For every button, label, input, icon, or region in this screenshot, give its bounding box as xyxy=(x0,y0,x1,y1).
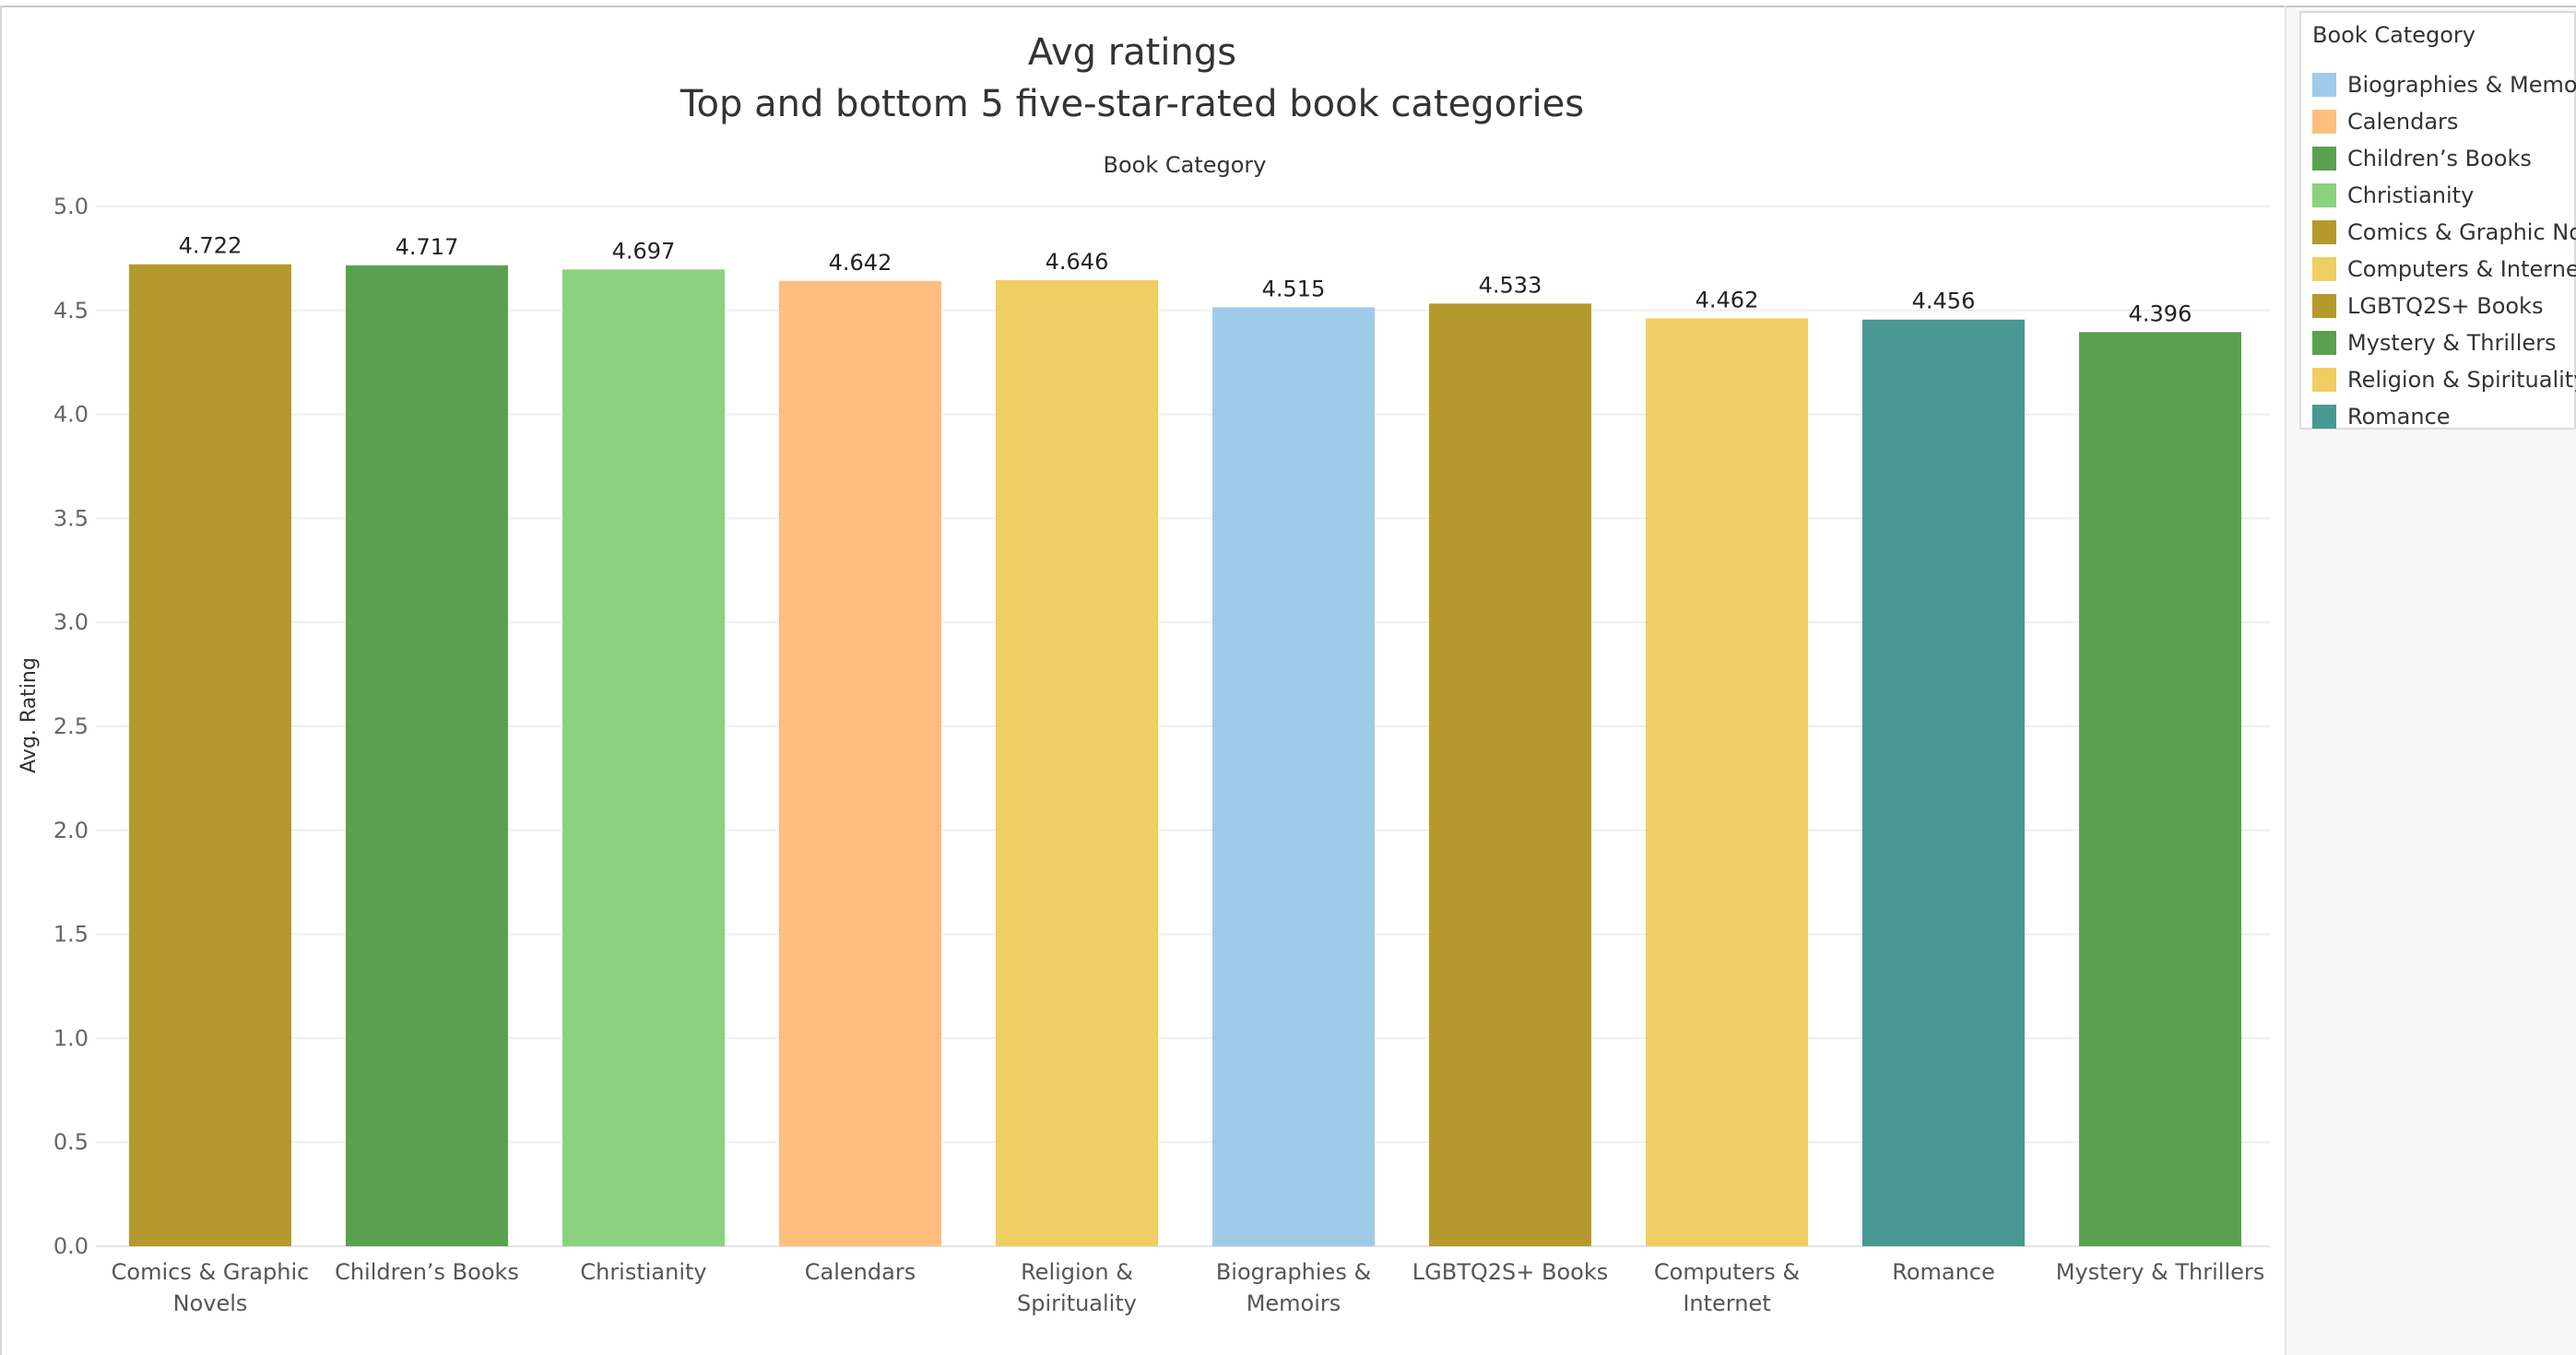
legend-label: Computers & Internet xyxy=(2347,256,2576,282)
category-label: Novels xyxy=(173,1290,248,1316)
bar xyxy=(1212,307,1375,1246)
category-label: Spirituality xyxy=(1017,1290,1137,1316)
y-tick-label: 3.0 xyxy=(53,609,89,635)
data-label: 4.456 xyxy=(1912,289,1976,314)
legend-swatch xyxy=(2312,331,2336,355)
legend-item[interactable]: Comics & Graphic No.. xyxy=(2312,214,2576,251)
data-label: 4.462 xyxy=(1696,287,1759,312)
y-tick-label: 4.5 xyxy=(53,298,89,324)
y-tick-label: 4.0 xyxy=(53,402,89,428)
category-labels: Comics & Graphic Novels Children’s Books Ch… xyxy=(112,1259,2265,1316)
chart-svg: Avg ratings Top and bottom 5 five-star-r… xyxy=(18,31,2270,1316)
left-border xyxy=(0,6,2,1355)
legend-item[interactable]: Christianity xyxy=(2312,177,2576,214)
legend-label: LGBTQ2S+ Books xyxy=(2347,293,2544,319)
legend-item[interactable]: Religion & Spirituality xyxy=(2312,361,2576,398)
category-label: Religion & xyxy=(1021,1259,1133,1285)
y-tick-label: 1.5 xyxy=(53,922,89,948)
data-label: 4.533 xyxy=(1479,272,1542,298)
legend-item[interactable]: Biographies & Memo.. xyxy=(2312,66,2576,103)
category-label: Internet xyxy=(1683,1290,1770,1316)
legend-label: Religion & Spirituality xyxy=(2347,367,2576,393)
legend-swatch xyxy=(2312,110,2336,134)
y-tick-label: 1.0 xyxy=(53,1025,89,1051)
y-tick-label: 0.0 xyxy=(53,1233,89,1259)
bar xyxy=(129,264,291,1246)
legend-label: Biographies & Memo.. xyxy=(2347,72,2576,98)
category-label: Mystery & Thrillers xyxy=(2056,1259,2265,1285)
legend-swatch xyxy=(2312,220,2336,244)
bar xyxy=(562,269,725,1246)
legend-label: Mystery & Thrillers xyxy=(2347,330,2557,356)
category-label: Christianity xyxy=(580,1259,706,1285)
legend-swatch xyxy=(2312,294,2336,318)
y-tick-label: 2.0 xyxy=(53,818,89,843)
legend-label: Christianity xyxy=(2347,183,2475,208)
legend-title: Book Category xyxy=(2312,22,2476,48)
bar xyxy=(346,265,508,1247)
bar-chart: Avg ratings Top and bottom 5 five-star-r… xyxy=(18,31,2270,1316)
category-label: Children’s Books xyxy=(335,1259,519,1285)
bar xyxy=(996,279,1158,1246)
y-tick-label: 5.0 xyxy=(53,194,89,219)
bar xyxy=(1862,319,2025,1246)
category-label: Computers & xyxy=(1654,1259,1800,1285)
bars xyxy=(129,264,2241,1247)
legend-item[interactable]: Computers & Internet xyxy=(2312,251,2576,288)
panel-divider xyxy=(2285,6,2286,1355)
legend-swatch xyxy=(2312,257,2336,281)
legend-swatch xyxy=(2312,73,2336,97)
y-axis-label: Avg. Rating xyxy=(18,657,41,773)
legend-items: Biographies & Memo.. Calendars Children’s … xyxy=(2312,66,2576,435)
legend-item[interactable]: Mystery & Thrillers xyxy=(2312,324,2576,361)
data-label: 4.515 xyxy=(1262,276,1326,301)
data-label: 4.717 xyxy=(396,234,459,260)
y-tick-label: 2.5 xyxy=(53,713,89,739)
category-label: Biographies & xyxy=(1216,1259,1371,1285)
y-tick-label: 3.5 xyxy=(53,505,89,531)
legend: Book Category Biographies & Memo.. Calend… xyxy=(2299,11,2576,430)
legend-swatch xyxy=(2312,147,2336,171)
bar xyxy=(1646,318,1808,1246)
bar xyxy=(779,280,941,1247)
legend-label: Comics & Graphic No.. xyxy=(2347,219,2576,245)
data-label: 4.396 xyxy=(2129,300,2192,326)
category-label: LGBTQ2S+ Books xyxy=(1412,1259,1608,1285)
category-label: Memoirs xyxy=(1247,1290,1341,1316)
data-labels: 4.722 4.717 4.697 4.642 4.646 4.515 4.533 4.462… xyxy=(179,233,2192,327)
legend-label: Calendars xyxy=(2347,109,2459,135)
legend-item[interactable]: Romance xyxy=(2312,398,2576,435)
chart-title: Avg ratings xyxy=(1028,31,1236,74)
legend-item[interactable]: Children’s Books xyxy=(2312,140,2576,177)
legend-swatch xyxy=(2312,183,2336,207)
category-label: Romance xyxy=(1892,1259,1995,1285)
x-axis-header: Book Category xyxy=(1104,152,1267,178)
data-label: 4.642 xyxy=(829,250,892,276)
legend-swatch xyxy=(2312,368,2336,392)
top-border xyxy=(0,6,2576,7)
legend-swatch xyxy=(2312,405,2336,429)
data-label: 4.722 xyxy=(179,233,242,259)
y-tick-label: 0.5 xyxy=(53,1129,89,1155)
legend-label: Romance xyxy=(2347,404,2451,430)
category-label: Comics & Graphic xyxy=(112,1259,310,1285)
bar xyxy=(1429,303,1591,1246)
data-label: 4.646 xyxy=(1046,249,1109,275)
legend-item[interactable]: Calendars xyxy=(2312,103,2576,140)
bar xyxy=(2079,332,2241,1246)
category-label: Calendars xyxy=(805,1259,916,1285)
data-label: 4.697 xyxy=(612,238,676,264)
legend-label: Children’s Books xyxy=(2347,146,2532,171)
y-axis-ticks: 0.0 0.5 1.0 1.5 2.0 2.5 3.0 3.5 4.0 4.5 5.0 xyxy=(53,194,89,1259)
legend-item[interactable]: LGBTQ2S+ Books xyxy=(2312,288,2576,324)
chart-subtitle: Top and bottom 5 five-star-rated book ca… xyxy=(679,83,1584,125)
